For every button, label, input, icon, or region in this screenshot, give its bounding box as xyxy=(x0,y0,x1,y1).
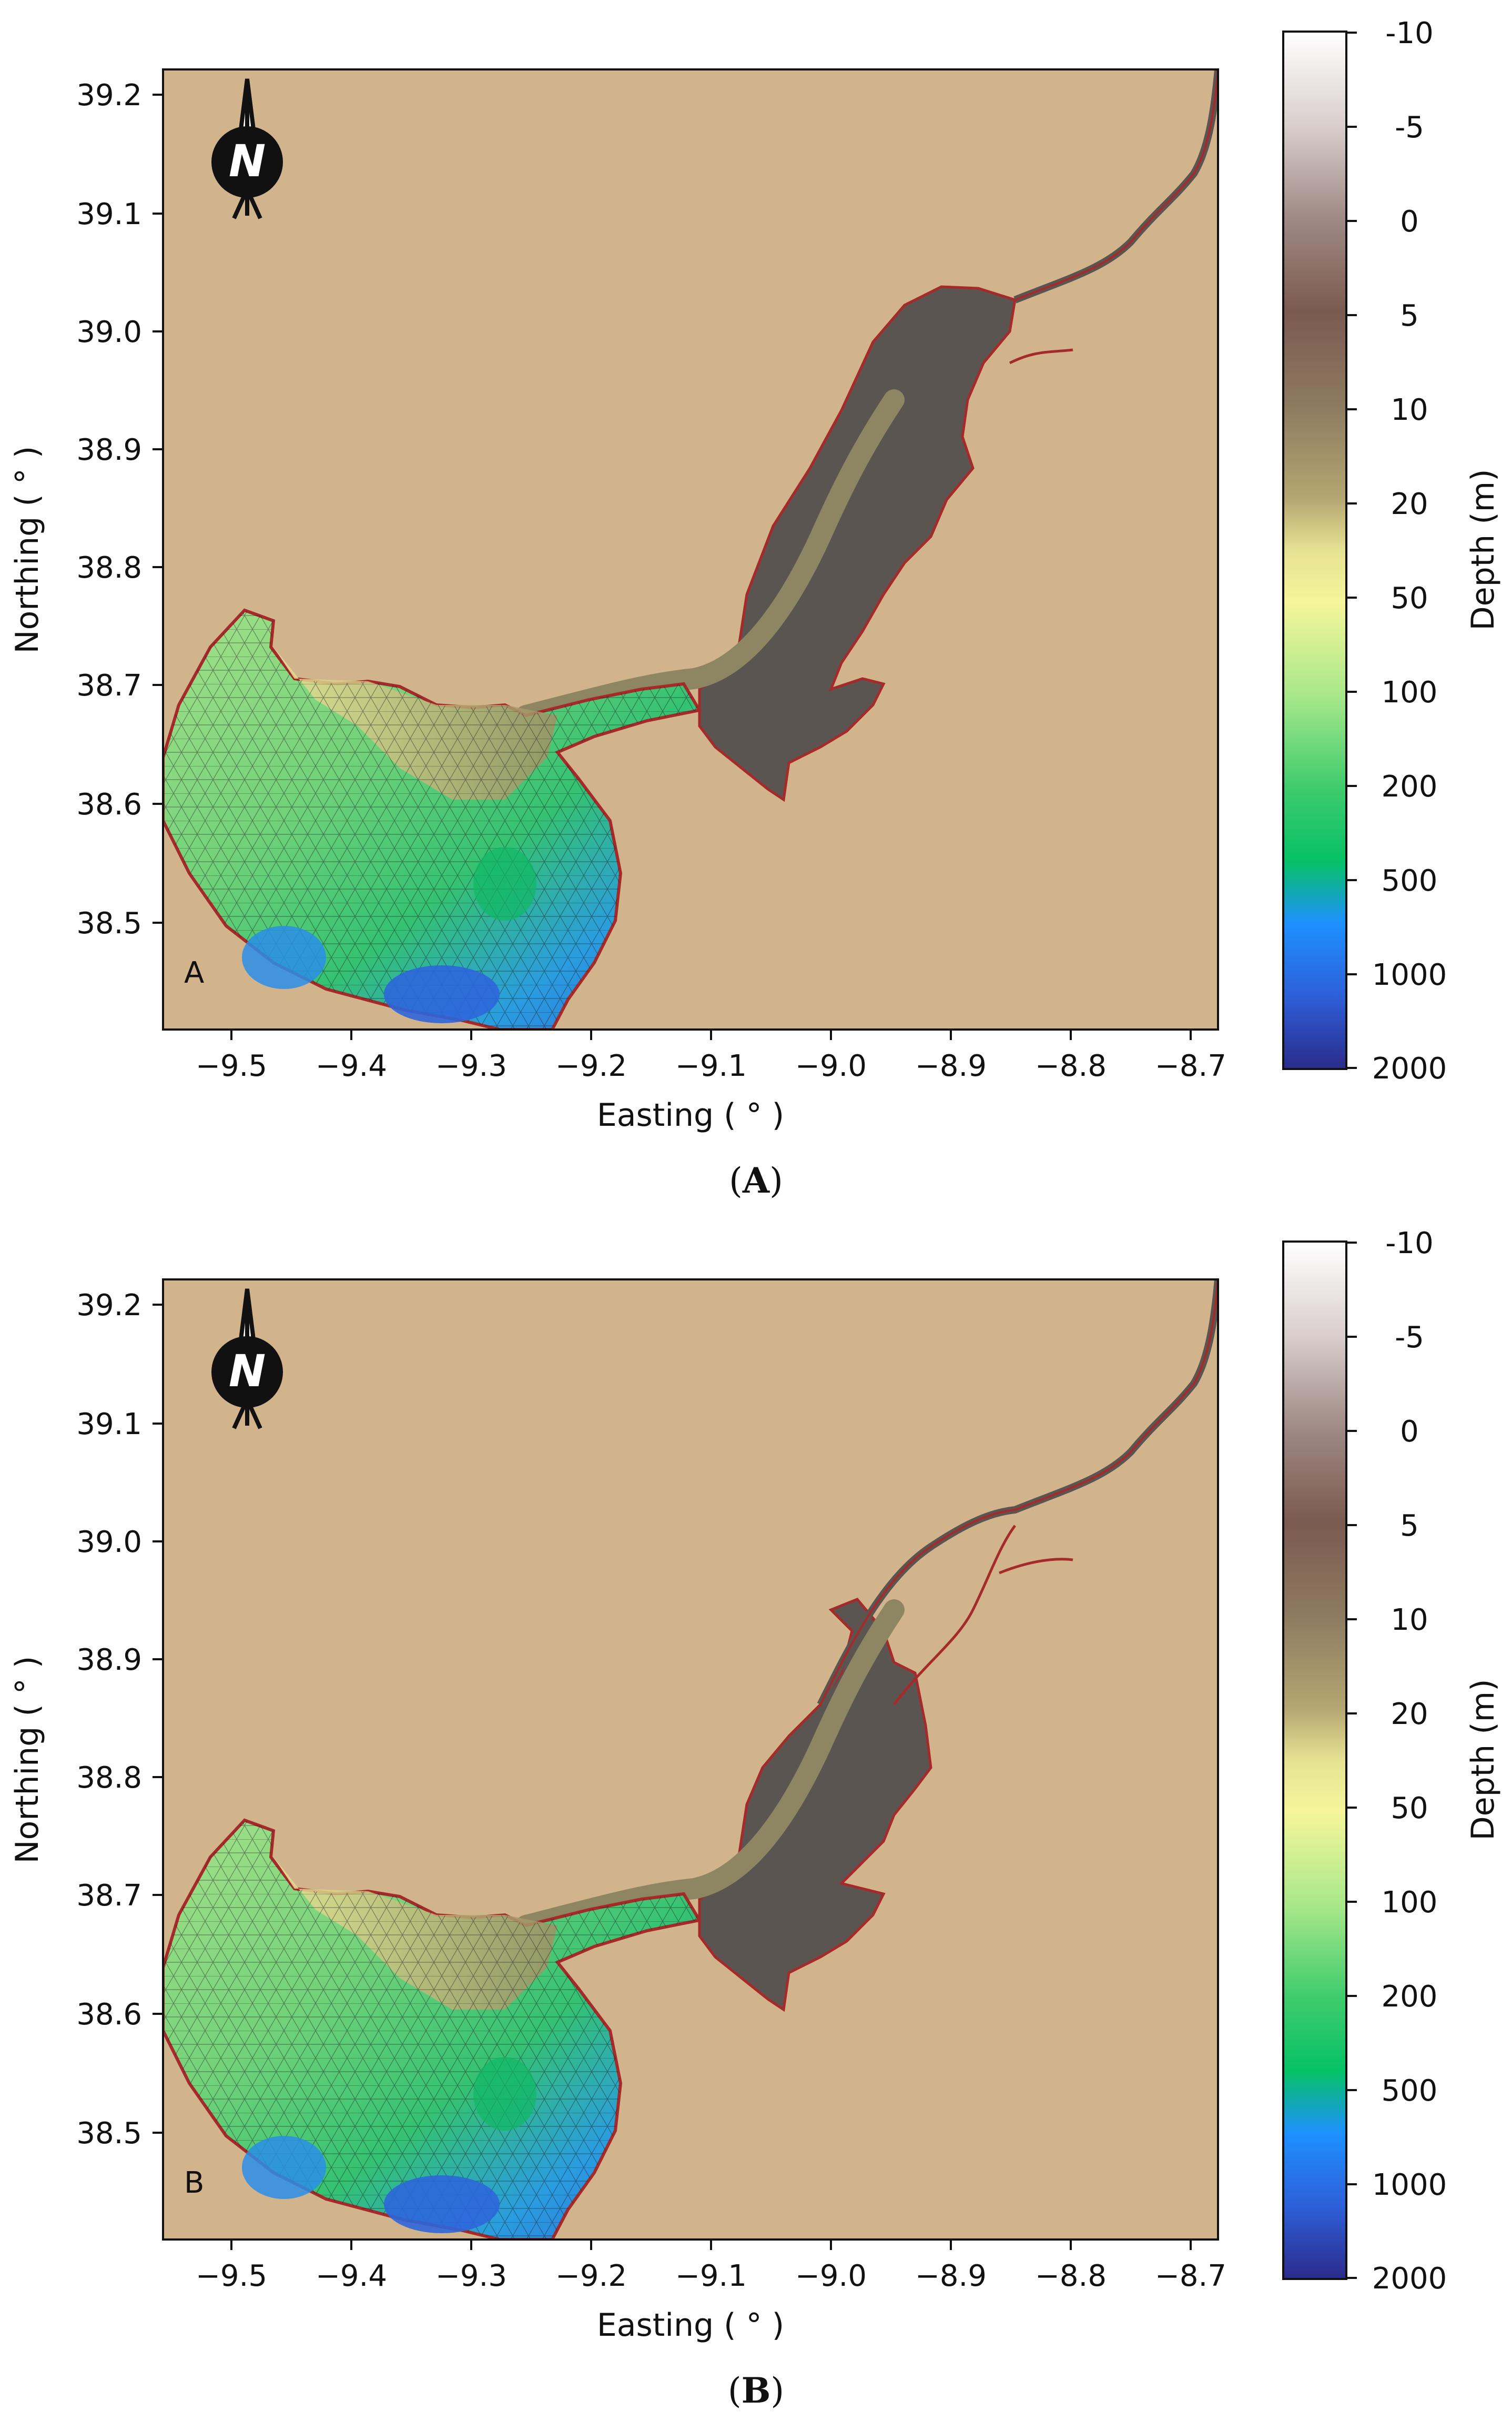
colorbar-title: Depth (m) xyxy=(1465,469,1501,630)
x-tick-label: −9.2 xyxy=(555,1049,627,1083)
x-axis-title: Easting ( ° ) xyxy=(597,2307,784,2344)
x-tick-label: −9.5 xyxy=(196,2259,267,2293)
colorbar-tick-label: 20 xyxy=(1391,1697,1428,1731)
y-tick-label: 38.9 xyxy=(76,1643,142,1677)
y-tick-label: 39.0 xyxy=(76,1525,142,1559)
colorbar-title: Depth (m) xyxy=(1465,1679,1501,1840)
north-label: N xyxy=(229,135,266,187)
colorbar xyxy=(1282,31,1347,1070)
panel-inset-label: A xyxy=(184,956,204,990)
colorbar-tick-label: 500 xyxy=(1382,2074,1438,2108)
x-axis: −9.5 −9.4 −9.3 −9.2 −9.1 −9.0 −8.9 −8.8 … xyxy=(196,2240,1226,2293)
x-tick-label: −8.8 xyxy=(1035,1049,1107,1083)
x-tick-label: −8.8 xyxy=(1035,2259,1107,2293)
x-axis-title: Easting ( ° ) xyxy=(597,1097,784,1134)
y-tick-label: 38.5 xyxy=(76,2116,142,2151)
y-tick-label: 38.6 xyxy=(76,1998,142,2032)
colorbar-tick-label: 50 xyxy=(1391,1791,1428,1825)
x-tick-label: −8.7 xyxy=(1155,1049,1226,1083)
y-axis: 39.2 39.1 39.0 38.9 38.8 38.7 38.6 38.5 xyxy=(76,1288,163,2151)
figure-caption-a: (A) xyxy=(729,1160,783,1201)
colorbar-tick-label: 5 xyxy=(1400,299,1419,333)
north-label: N xyxy=(229,1345,266,1397)
x-tick-label: −8.9 xyxy=(915,2259,987,2293)
deep-water-patch xyxy=(242,2136,326,2199)
x-tick-label: −9.0 xyxy=(795,2259,867,2293)
colorbar-tick-label: 200 xyxy=(1382,770,1438,804)
x-tick-label: −9.3 xyxy=(435,2259,507,2293)
y-tick-label: 38.7 xyxy=(76,1879,142,1913)
x-tick-label: −9.1 xyxy=(675,2259,747,2293)
y-tick-label: 38.5 xyxy=(76,906,142,941)
colorbar-tick-label: 0 xyxy=(1400,1415,1419,1449)
plot-frame xyxy=(162,68,1219,1031)
north-arrow-icon: N xyxy=(211,1288,283,1429)
y-tick-label: 39.1 xyxy=(76,197,142,231)
y-axis-title: Northing ( ° ) xyxy=(9,446,46,654)
x-tick-label: −9.4 xyxy=(316,1049,387,1083)
colorbar-tick-label: -5 xyxy=(1395,1320,1424,1355)
map-panel-b: 39.2 39.1 39.0 38.9 38.8 38.7 38.6 38.5 … xyxy=(0,1210,1512,2425)
colorbar-ticks: -10 -5 0 5 10 20 50 100 200 500 1000 200… xyxy=(1346,1226,1447,2296)
colorbar-tick-label: 2000 xyxy=(1372,2262,1447,2296)
map-panel-a: 39.2 39.1 39.0 38.9 38.8 38.7 38.6 38.5 … xyxy=(0,0,1512,1215)
side-creek xyxy=(1009,348,1073,365)
x-tick-label: −8.9 xyxy=(915,1049,987,1083)
deep-water-patch xyxy=(242,926,326,989)
colorbar-tick-label: 50 xyxy=(1391,581,1428,616)
colorbar-ticks: -10 -5 0 5 10 20 50 100 200 500 1000 200… xyxy=(1346,16,1447,1086)
colorbar-tick-label: 5 xyxy=(1400,1509,1419,1543)
mesh-overlay xyxy=(163,610,699,1030)
x-tick-label: −8.7 xyxy=(1155,2259,1226,2293)
side-creek xyxy=(999,1558,1073,1575)
colorbar-tick-label: -10 xyxy=(1385,16,1433,51)
colorbar-tick-label: 500 xyxy=(1382,864,1438,898)
estuary-water xyxy=(698,285,1017,802)
side-creek xyxy=(893,1525,1017,1706)
deep-water-patch xyxy=(384,965,500,1023)
colorbar xyxy=(1282,1240,1347,2280)
y-tick-label: 38.9 xyxy=(76,433,142,467)
x-tick-label: −9.1 xyxy=(675,1049,747,1083)
colorbar-tick-label: -10 xyxy=(1385,1226,1433,1260)
y-tick-label: 38.7 xyxy=(76,669,142,703)
y-axis: 39.2 39.1 39.0 38.9 38.8 38.7 38.6 38.5 xyxy=(76,78,163,941)
y-tick-label: 38.8 xyxy=(76,1761,142,1795)
y-tick-label: 38.8 xyxy=(76,551,142,585)
shelf-break-patch xyxy=(473,2057,536,2131)
colorbar-tick-label: 100 xyxy=(1382,1885,1438,1920)
colorbar-tick-label: -5 xyxy=(1395,110,1424,145)
y-tick-label: 38.6 xyxy=(76,788,142,822)
colorbar-tick-label: 2000 xyxy=(1372,1052,1447,1086)
y-tick-label: 39.1 xyxy=(76,1407,142,1441)
north-arrow-icon: N xyxy=(211,78,283,219)
y-tick-label: 39.2 xyxy=(76,1288,142,1323)
deep-water-patch xyxy=(384,2175,500,2233)
x-tick-label: −9.4 xyxy=(316,2259,387,2293)
y-axis-title: Northing ( ° ) xyxy=(9,1656,46,1864)
panel-inset-label: B xyxy=(184,2166,204,2200)
colorbar-tick-label: 20 xyxy=(1391,487,1428,521)
x-tick-label: −9.5 xyxy=(196,1049,267,1083)
colorbar-tick-label: 100 xyxy=(1382,675,1438,710)
colorbar-tick-label: 0 xyxy=(1400,205,1419,239)
mesh-overlay xyxy=(163,1820,699,2240)
colorbar-tick-label: 1000 xyxy=(1372,2168,1447,2202)
x-tick-label: −9.0 xyxy=(795,1049,867,1083)
colorbar-tick-label: 10 xyxy=(1391,1603,1428,1637)
x-tick-label: −9.2 xyxy=(555,2259,627,2293)
map-figure-b: 39.2 39.1 39.0 38.9 38.8 38.7 38.6 38.5 … xyxy=(9,1226,1501,2344)
colorbar-tick-label: 1000 xyxy=(1372,958,1447,992)
map-figure-a: 39.2 39.1 39.0 38.9 38.8 38.7 38.6 38.5 … xyxy=(9,16,1501,1134)
x-axis: −9.5 −9.4 −9.3 −9.2 −9.1 −9.0 −8.9 −8.8 … xyxy=(196,1030,1226,1083)
plot-frame xyxy=(162,1278,1219,2241)
y-tick-label: 39.0 xyxy=(76,315,142,349)
shelf-break-patch xyxy=(473,847,536,921)
y-tick-label: 39.2 xyxy=(76,78,142,113)
figure-caption-b: (B) xyxy=(727,2370,785,2411)
x-tick-label: −9.3 xyxy=(435,1049,507,1083)
colorbar-tick-label: 10 xyxy=(1391,393,1428,427)
colorbar-tick-label: 200 xyxy=(1382,1980,1438,2014)
